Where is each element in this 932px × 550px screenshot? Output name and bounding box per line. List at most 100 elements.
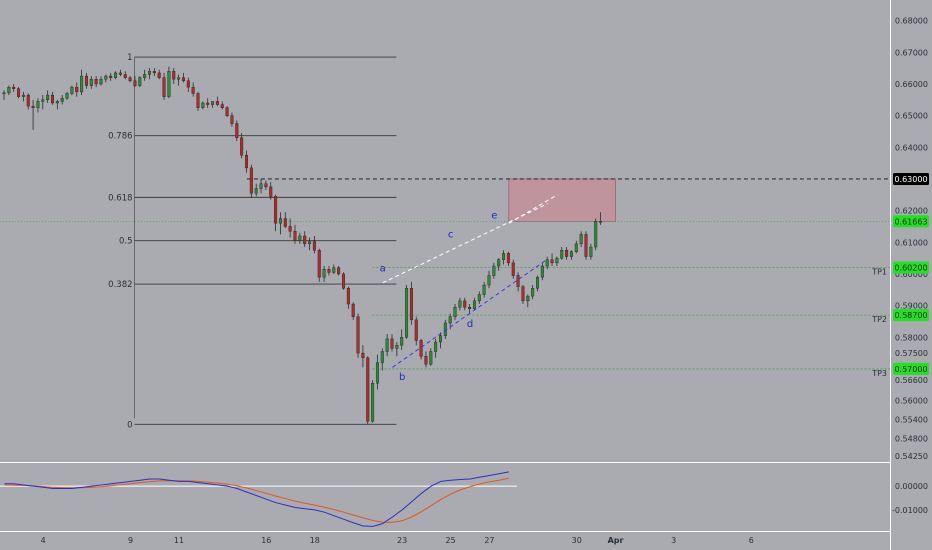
- fib-level-label: 0.618: [108, 193, 132, 203]
- candle-up: [332, 267, 336, 273]
- candle-down: [181, 77, 185, 82]
- candle-down: [468, 306, 472, 309]
- candle-down: [109, 75, 113, 78]
- candle-down: [511, 262, 515, 276]
- candle-down: [133, 80, 137, 86]
- candle-up: [545, 259, 549, 267]
- candle-up: [70, 86, 74, 94]
- tp1-price-label: 0.60200: [894, 264, 927, 273]
- fib-level-label: 0.5: [119, 237, 133, 247]
- candle-up: [594, 221, 598, 248]
- current-price-badge: [893, 215, 929, 228]
- candle-down: [463, 300, 467, 308]
- price-axis[interactable]: 0.68000 0.67000 0.66000 0.65000 0.64000 0.620…: [895, 17, 928, 461]
- candle-down: [317, 250, 321, 278]
- date-tick-label: 30: [572, 536, 582, 545]
- candle-up: [298, 235, 302, 241]
- candle-up: [434, 341, 438, 352]
- candle-up: [99, 79, 103, 85]
- candle-down: [152, 71, 156, 74]
- candle-up: [21, 94, 25, 97]
- candle-up: [147, 71, 151, 75]
- candle-up: [531, 287, 535, 297]
- candle-down: [235, 123, 239, 139]
- price-tick-label: 0.64000: [895, 143, 928, 152]
- price-tick-label: 0.68000: [895, 17, 928, 26]
- candle-up: [46, 94, 50, 101]
- fibonacci-retracement: 1 0.786 0.618 0.5 0.382 0: [108, 53, 397, 430]
- date-tick-label: 6: [749, 536, 754, 545]
- signal-line: [4, 477, 509, 523]
- resistance-price-badge: [893, 172, 929, 185]
- candle-down: [516, 275, 520, 287]
- current-price-label: 0.61663: [894, 217, 927, 226]
- candle-up: [574, 243, 578, 252]
- candle-down: [327, 269, 331, 273]
- date-tick-label: 27: [484, 536, 494, 545]
- time-axis[interactable]: Mar4911161823252730Apr36: [0, 536, 754, 545]
- tp1-tag: TP1: [871, 268, 887, 277]
- candle-up: [380, 351, 384, 363]
- candle-up: [104, 75, 108, 80]
- fib-level-label: 0: [127, 420, 132, 430]
- wave-labels: a b c d e: [380, 211, 498, 383]
- price-tick-label: 0.62000: [895, 207, 928, 216]
- wave-label-b: b: [399, 372, 405, 383]
- candle-up: [80, 75, 84, 93]
- candle-down: [356, 316, 360, 354]
- candle-down: [26, 94, 30, 107]
- candle-up: [502, 253, 506, 260]
- candle-up: [526, 295, 530, 302]
- candlestick-series: [2, 66, 603, 425]
- candle-down: [342, 273, 346, 289]
- tp2-tag: TP2: [871, 315, 887, 324]
- date-tick-label: Apr: [608, 536, 624, 545]
- date-tick-label: 4: [41, 536, 46, 545]
- macd-indicator: [0, 471, 517, 527]
- candle-down: [225, 107, 229, 116]
- supply-zone: [508, 178, 616, 222]
- candle-up: [177, 77, 181, 80]
- candle-up: [555, 257, 559, 264]
- candle-up: [211, 101, 215, 105]
- candle-up: [65, 93, 69, 99]
- price-tick-label: 0.61000: [895, 238, 928, 247]
- candle-down: [12, 86, 16, 89]
- candle-up: [400, 337, 404, 346]
- macd-axis[interactable]: 0.00000 -0.01000: [892, 482, 928, 515]
- price-axis-labels: 0.63000 0.61663 0.60200 0.58700 0.57000: [893, 172, 929, 375]
- candle-down: [366, 357, 370, 422]
- candle-down: [118, 72, 122, 75]
- date-tick-label: 18: [310, 536, 320, 545]
- tp3-price-badge: [893, 362, 929, 375]
- candle-down: [303, 235, 307, 245]
- candle-up: [143, 74, 147, 78]
- fib-level-label: 1: [127, 53, 132, 63]
- candle-up: [589, 246, 593, 257]
- candle-down: [240, 137, 244, 156]
- candle-down: [206, 102, 210, 105]
- macd-line: [4, 471, 509, 527]
- price-tick-label: 0.60000: [895, 270, 928, 279]
- date-tick-label: 16: [261, 536, 271, 545]
- candle-down: [337, 267, 341, 275]
- wedge-lower-line: [392, 258, 548, 368]
- candle-up: [458, 300, 462, 308]
- price-tick-label: 0.54800: [895, 435, 928, 444]
- price-tick-label: 0.65000: [895, 112, 928, 121]
- candle-up: [569, 251, 573, 257]
- candle-up: [375, 362, 379, 384]
- candle-down: [123, 74, 127, 78]
- wave-label-e: e: [491, 211, 497, 222]
- candle-down: [269, 186, 273, 197]
- price-tick-label: 0.56000: [895, 397, 928, 406]
- candle-down: [31, 105, 35, 108]
- candle-up: [497, 259, 501, 267]
- candle-down: [565, 250, 569, 257]
- candle-down: [215, 101, 219, 105]
- candle-down: [390, 338, 394, 349]
- candle-up: [89, 79, 93, 86]
- candle-up: [278, 218, 282, 224]
- date-tick-label: 23: [397, 536, 407, 545]
